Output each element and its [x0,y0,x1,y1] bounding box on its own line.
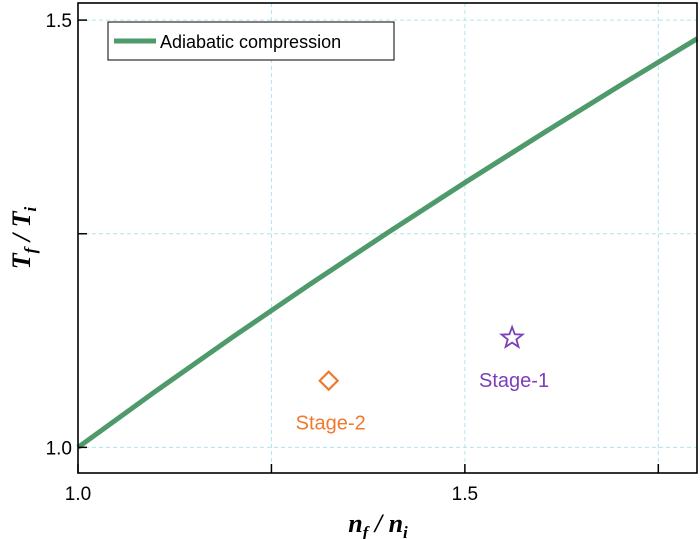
series-layer [76,36,699,450]
legend: Adiabatic compression [107,21,395,61]
x-tick-label: 1.5 [452,484,478,505]
point-label: Stage-1 [479,370,549,392]
x-tick-label: 1.0 [65,484,91,505]
point-label: Stage-2 [296,413,366,435]
y-tick-label: 1.5 [46,11,72,32]
plot-frame [77,2,698,474]
point-marker-diamond [318,370,340,392]
legend-label: Adiabatic compression [160,32,341,52]
y-axis-title: Tf / Ti [7,207,40,270]
series-line [76,36,699,450]
grid [78,3,697,473]
axis-ticks: 1.0 1.5 1.0 1.5 [46,11,660,505]
y-tick-label: 1.0 [46,438,72,459]
point-marker-star [499,324,525,350]
x-axis-title: nf / ni [348,509,408,539]
points-layer: Stage-1 Stage-2 [296,324,549,435]
